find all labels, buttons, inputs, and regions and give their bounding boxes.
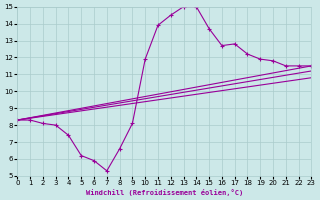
X-axis label: Windchill (Refroidissement éolien,°C): Windchill (Refroidissement éolien,°C) [86,189,243,196]
